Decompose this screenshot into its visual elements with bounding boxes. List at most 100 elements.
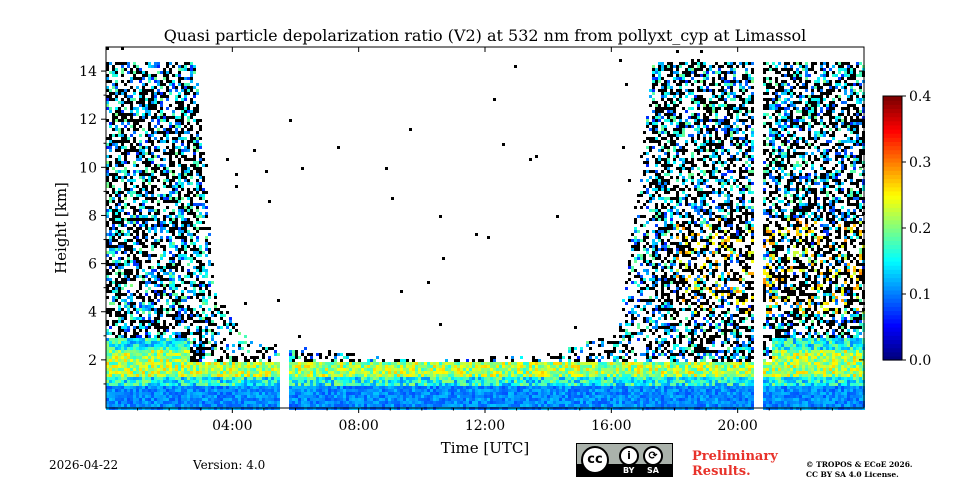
data-cell	[226, 323, 229, 326]
data-cell	[166, 278, 169, 281]
data-cell	[580, 365, 583, 368]
data-cell	[190, 200, 193, 203]
data-cell	[193, 224, 196, 227]
data-cell	[163, 362, 166, 365]
data-cell	[445, 365, 448, 368]
data-cell	[529, 362, 532, 365]
data-cell	[517, 377, 520, 380]
data-cell	[382, 377, 385, 380]
data-cell	[142, 401, 145, 404]
data-cell	[196, 122, 199, 125]
data-cell	[463, 386, 466, 389]
data-cell	[274, 350, 277, 353]
data-cell	[559, 356, 562, 359]
data-cell	[157, 116, 160, 119]
data-cell	[184, 236, 187, 239]
data-cell	[610, 380, 613, 383]
data-cell	[289, 365, 292, 368]
data-cell	[523, 389, 526, 392]
data-cell	[460, 404, 463, 407]
data-cell	[166, 128, 169, 131]
data-cell	[121, 110, 124, 113]
data-cell	[544, 377, 547, 380]
data-cell	[403, 404, 406, 407]
data-cell	[199, 398, 202, 401]
data-cell	[241, 374, 244, 377]
data-cell	[484, 365, 487, 368]
data-cell	[181, 398, 184, 401]
data-cell	[247, 377, 250, 380]
data-cell	[205, 404, 208, 407]
data-cell	[412, 383, 415, 386]
data-cell	[118, 155, 121, 158]
data-cell	[487, 398, 490, 401]
data-cell	[586, 392, 589, 395]
data-cell	[250, 386, 253, 389]
data-cell	[130, 362, 133, 365]
data-cell	[124, 155, 127, 158]
data-cell	[295, 371, 298, 374]
data-cell	[580, 347, 583, 350]
data-cell	[133, 122, 136, 125]
data-cell	[415, 365, 418, 368]
data-cell	[412, 401, 415, 404]
data-cell	[499, 365, 502, 368]
data-cell	[550, 368, 553, 371]
data-cell	[220, 374, 223, 377]
data-cell	[151, 179, 154, 182]
data-cell	[178, 209, 181, 212]
data-cell	[106, 47, 109, 50]
data-cell	[178, 314, 181, 317]
data-cell	[178, 104, 181, 107]
data-cell	[202, 179, 205, 182]
data-cell	[127, 365, 130, 368]
data-cell	[328, 404, 331, 407]
data-cell	[181, 230, 184, 233]
data-cell	[148, 158, 151, 161]
data-cell	[574, 365, 577, 368]
data-cell	[595, 401, 598, 404]
data-cell	[124, 377, 127, 380]
data-cell	[334, 356, 337, 359]
data-cell	[451, 386, 454, 389]
data-cell	[601, 392, 604, 395]
data-cell	[106, 146, 109, 149]
data-cell	[178, 173, 181, 176]
data-cell	[154, 356, 157, 359]
data-cell	[124, 173, 127, 176]
data-cell	[487, 386, 490, 389]
data-cell	[148, 107, 151, 110]
data-cell	[589, 377, 592, 380]
data-cell	[106, 374, 109, 377]
data-cell	[556, 371, 559, 374]
data-cell	[226, 389, 229, 392]
data-cell	[199, 128, 202, 131]
data-cell	[169, 383, 172, 386]
data-cell	[145, 371, 148, 374]
data-cell	[121, 119, 124, 122]
data-cell	[157, 218, 160, 221]
data-cell	[109, 140, 112, 143]
data-cell	[316, 395, 319, 398]
data-cell	[607, 383, 610, 386]
data-cell	[523, 386, 526, 389]
data-cell	[139, 248, 142, 251]
data-cell	[436, 398, 439, 401]
data-cell	[601, 401, 604, 404]
data-cell	[406, 362, 409, 365]
data-cell	[244, 335, 247, 338]
data-cell	[172, 137, 175, 140]
data-cell	[421, 368, 424, 371]
data-cell	[571, 380, 574, 383]
data-cell	[217, 401, 220, 404]
data-cell	[181, 308, 184, 311]
data-cell	[208, 371, 211, 374]
data-cell	[505, 365, 508, 368]
data-cell	[427, 281, 430, 284]
data-cell	[199, 167, 202, 170]
data-cell	[193, 113, 196, 116]
data-cell	[157, 71, 160, 74]
data-cell	[175, 338, 178, 341]
data-cell	[172, 308, 175, 311]
data-cell	[127, 245, 130, 248]
